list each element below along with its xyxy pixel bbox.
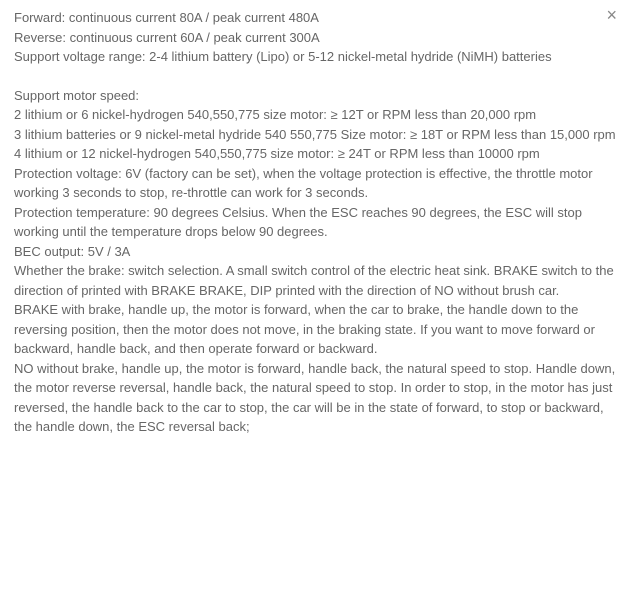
spec-line-brake-switch: Whether the brake: switch selection. A s…: [14, 261, 617, 300]
spec-line-brake-mode: BRAKE with brake, handle up, the motor i…: [14, 300, 617, 359]
spec-text-block: Forward: continuous current 80A / peak c…: [14, 8, 617, 437]
spec-line-forward: Forward: continuous current 80A / peak c…: [14, 8, 617, 28]
spec-line-motor-4lipo: 4 lithium or 12 nickel-hydrogen 540,550,…: [14, 144, 617, 164]
spec-line-reverse: Reverse: continuous current 60A / peak c…: [14, 28, 617, 48]
spec-line-protection-temperature: Protection temperature: 90 degrees Celsi…: [14, 203, 617, 242]
spec-line-bec-output: BEC output: 5V / 3A: [14, 242, 617, 262]
spec-line-voltage-range: Support voltage range: 2-4 lithium batte…: [14, 47, 617, 67]
spec-line-protection-voltage: Protection voltage: 6V (factory can be s…: [14, 164, 617, 203]
spec-line-motor-2lipo: 2 lithium or 6 nickel-hydrogen 540,550,7…: [14, 105, 617, 125]
spec-line-no-brake-mode: NO without brake, handle up, the motor i…: [14, 359, 617, 437]
close-icon[interactable]: ×: [606, 6, 617, 24]
spec-line-motor-speed-heading: Support motor speed:: [14, 86, 617, 106]
spec-line-motor-3lipo: 3 lithium batteries or 9 nickel-metal hy…: [14, 125, 617, 145]
blank-line: [14, 67, 617, 86]
